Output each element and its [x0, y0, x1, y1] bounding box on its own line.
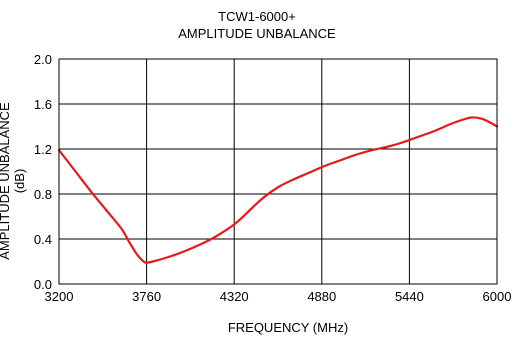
y-axis-label: AMPLITUDE UNBALANCE (dB)	[0, 102, 27, 260]
y-tick-label: 0.8	[34, 187, 52, 202]
y-tick-label: 1.2	[34, 142, 52, 157]
x-axis-label: FREQUENCY (MHz)	[227, 320, 349, 335]
x-tick-label: 3760	[132, 289, 161, 304]
y-tick-label: 1.6	[34, 97, 52, 112]
x-tick-label: 6000	[483, 289, 512, 304]
plot-frame	[58, 58, 498, 285]
x-tick-label: 5440	[395, 289, 424, 304]
x-tick-label: 4320	[220, 289, 249, 304]
x-tick-label: 4880	[307, 289, 336, 304]
series-line	[57, 116, 499, 264]
y-tick-label: 2.0	[34, 52, 52, 67]
y-tick-label: 0.0	[34, 277, 52, 292]
y-tick-label: 0.4	[34, 232, 52, 247]
chart-title: TCW1-6000+	[218, 9, 296, 24]
x-tick-label: 3200	[45, 289, 74, 304]
chart-subtitle: AMPLITUDE UNBALANCE	[178, 26, 336, 41]
series-lines	[57, 116, 499, 264]
tick-labels: 3200 3760 4320 4880 5440 6000 0.0 0.4 0.8 1.2 1.6 2…	[34, 52, 512, 304]
grid-lines	[58, 58, 498, 285]
